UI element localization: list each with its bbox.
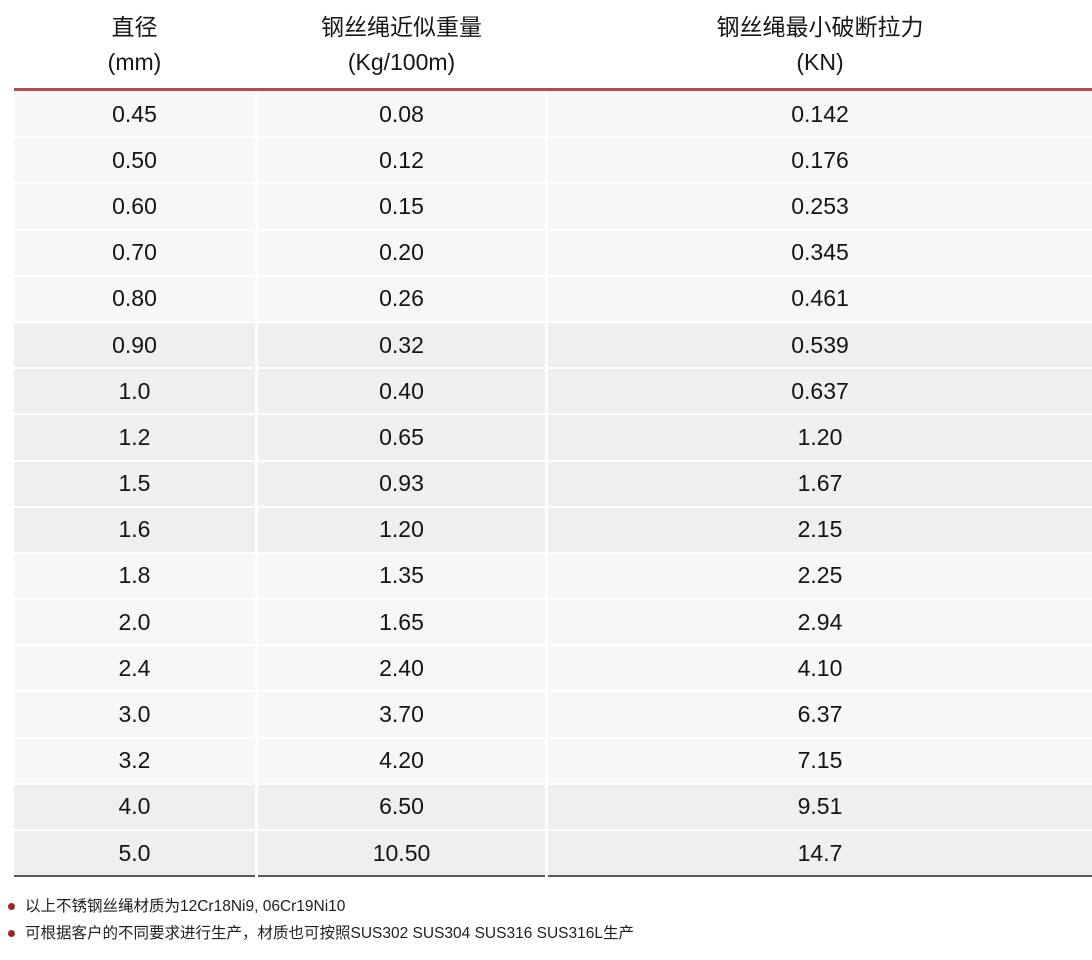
table-cell: 7.15 (548, 738, 1092, 783)
footnote-material: 以上不锈钢丝绳材质为12Cr18Ni9, 06Cr19Ni10 (8, 893, 1092, 920)
table-cell: 0.70 (14, 230, 255, 275)
table-cell: 9.51 (548, 784, 1092, 829)
table-cell: 0.176 (548, 138, 1092, 183)
table-cell: 0.32 (258, 322, 545, 368)
table-cell: 14.7 (548, 831, 1092, 878)
table-cell: 0.93 (258, 461, 545, 506)
table-cell: 0.345 (548, 230, 1092, 275)
table-cell: 0.26 (258, 276, 545, 321)
table-cell: 1.0 (14, 369, 255, 414)
table-cell: 0.45 (14, 92, 255, 137)
table-cell: 1.2 (14, 415, 255, 460)
table-cell: 0.65 (258, 415, 545, 460)
footnote-custom-production: 可根据客户的不同要求进行生产，材质也可按照SUS302 SUS304 SUS31… (8, 920, 1092, 947)
table-cell: 0.539 (548, 322, 1092, 368)
table-cell: 2.4 (14, 646, 255, 691)
column-header-weight-unit: (Kg/100m) (347, 49, 456, 75)
wire-rope-spec-table: 直径 (mm) 钢丝绳近似重量 (Kg/100m) 钢丝绳最小破断拉力 (KN)… (14, 0, 1092, 878)
footnote-custom-production-text: 可根据客户的不同要求进行生产，材质也可按照SUS302 SUS304 SUS31… (25, 925, 634, 943)
footnote-material-text: 以上不锈钢丝绳材质为12Cr18Ni9, 06Cr19Ni10 (25, 898, 346, 916)
table-cell: 0.461 (548, 276, 1092, 321)
table-cell: 0.12 (258, 138, 545, 183)
table-cell: 6.50 (258, 784, 545, 829)
column-header-diameter-title: 直径 (111, 14, 158, 40)
bullet-icon (8, 930, 15, 938)
table-cell: 4.20 (258, 738, 545, 783)
table-cell: 0.08 (258, 92, 545, 137)
footnotes: 以上不锈钢丝绳材质为12Cr18Ni9, 06Cr19Ni10 可根据客户的不同… (8, 893, 1092, 947)
table-cell: 0.142 (548, 92, 1092, 137)
table-cell: 1.67 (548, 461, 1092, 506)
table-cell: 10.50 (258, 831, 545, 878)
table-cell: 1.5 (14, 461, 255, 506)
table-body: 0.45 0.08 0.142 0.50 0.12 0.176 0.60 0.15 0.253 0… (14, 92, 1092, 878)
table-cell: 2.94 (548, 600, 1092, 645)
table-cell: 0.90 (14, 322, 255, 368)
table-cell: 0.253 (548, 184, 1092, 229)
column-header-breaking-force-unit: (KN) (796, 49, 844, 75)
column-header-weight-title: 钢丝绳近似重量 (321, 14, 482, 40)
table-cell: 3.70 (258, 692, 545, 737)
table-cell: 0.637 (548, 369, 1092, 414)
table-cell: 6.37 (548, 692, 1092, 737)
column-header-diameter-unit: (mm) (107, 49, 162, 75)
table-cell: 1.20 (548, 415, 1092, 460)
table-cell: 5.0 (14, 831, 255, 878)
table-cell: 2.0 (14, 600, 255, 645)
table-cell: 1.65 (258, 600, 545, 645)
table-cell: 1.6 (14, 507, 255, 552)
table-cell: 0.15 (258, 184, 545, 229)
column-header-diameter: 直径 (mm) (14, 10, 255, 80)
table-header: 直径 (mm) 钢丝绳近似重量 (Kg/100m) 钢丝绳最小破断拉力 (KN) (14, 0, 1092, 80)
table-cell: 0.20 (258, 230, 545, 275)
table-cell: 3.2 (14, 738, 255, 783)
table-cell: 0.60 (14, 184, 255, 229)
table-cell: 3.0 (14, 692, 255, 737)
table-cell: 4.0 (14, 784, 255, 829)
header-accent-rule (14, 88, 1092, 91)
table-cell: 4.10 (548, 646, 1092, 691)
table-cell: 0.80 (14, 276, 255, 321)
table-cell: 2.40 (258, 646, 545, 691)
table-cell: 1.8 (14, 553, 255, 599)
table-cell: 0.40 (258, 369, 545, 414)
column-header-breaking-force: 钢丝绳最小破断拉力 (KN) (548, 10, 1092, 80)
column-header-breaking-force-title: 钢丝绳最小破断拉力 (716, 14, 924, 40)
table-cell: 1.35 (258, 553, 545, 599)
table-cell: 1.20 (258, 507, 545, 552)
table-cell: 2.15 (548, 507, 1092, 552)
bullet-icon (8, 903, 15, 911)
column-header-weight: 钢丝绳近似重量 (Kg/100m) (258, 10, 545, 80)
table-cell: 2.25 (548, 553, 1092, 599)
table-cell: 0.50 (14, 138, 255, 183)
